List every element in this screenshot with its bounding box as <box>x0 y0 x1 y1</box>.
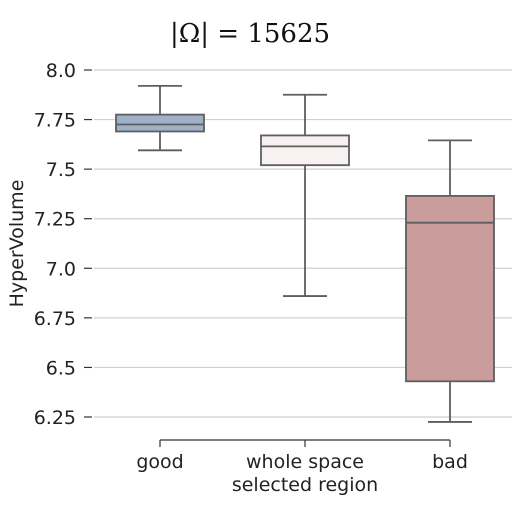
y-axis-label: HyperVolume <box>6 180 28 308</box>
chart-title: |Ω| = 15625 <box>170 19 330 49</box>
y-tick-label: 6.5 <box>46 357 76 379</box>
y-tick-label: 6.25 <box>34 407 76 429</box>
x-axis-label: selected region <box>232 474 378 496</box>
iqr-box <box>260 134 350 167</box>
box-bad <box>405 139 495 423</box>
y-tick-label: 6.75 <box>34 308 76 330</box>
iqr-box <box>405 195 495 383</box>
y-tick-label: 8.0 <box>46 60 76 82</box>
iqr-box <box>115 113 205 133</box>
y-tick-label: 7.75 <box>34 110 76 132</box>
y-axis: 8.0 7.75 7.5 7.25 7.0 6.75 6.5 6.25 <box>34 60 92 429</box>
x-tick-label: bad <box>432 451 468 473</box>
x-tick-label: good <box>136 451 183 473</box>
y-tick-label: 7.5 <box>46 159 76 181</box>
y-tick-label: 7.25 <box>34 209 76 231</box>
y-tick-label: 7.0 <box>46 258 76 280</box>
boxes <box>115 84 495 423</box>
x-axis: good whole space bad <box>136 439 468 473</box>
x-tick-label: whole space <box>246 451 364 473</box>
box-whole-space <box>260 93 350 297</box>
box-good <box>115 84 205 152</box>
